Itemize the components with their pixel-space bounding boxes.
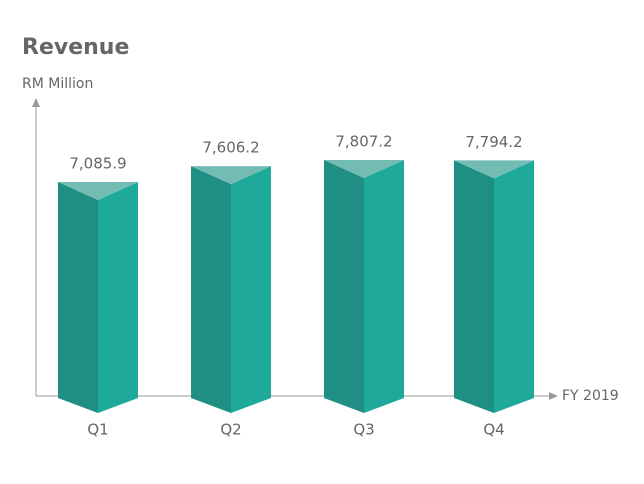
bar-right-face — [364, 160, 404, 413]
bar-right-face — [98, 181, 138, 413]
value-label: 7,606.2 — [202, 139, 259, 157]
x-axis-label: FY 2019 — [562, 388, 619, 404]
x-axis-arrow — [549, 392, 558, 400]
y-axis-label: RM Million — [22, 76, 93, 92]
bar-top — [191, 166, 271, 185]
bar-left-face — [324, 160, 364, 413]
bar — [324, 160, 404, 413]
bar-left-face — [58, 181, 98, 413]
x-tick-label: Q2 — [220, 421, 241, 439]
bar — [58, 181, 138, 413]
x-tick-label: Q1 — [87, 421, 108, 439]
value-label: 7,807.2 — [335, 133, 392, 151]
bar-left-face — [454, 160, 494, 413]
bar-right-face — [231, 166, 271, 413]
bar-top — [58, 181, 138, 200]
x-tick-label: Q3 — [353, 421, 374, 439]
x-tick-label: Q4 — [483, 421, 504, 439]
bar — [191, 166, 271, 413]
value-label: 7,085.9 — [69, 154, 126, 172]
bar-top — [454, 160, 534, 179]
bar — [454, 160, 534, 413]
bar-top — [324, 160, 404, 178]
bar-right-face — [494, 160, 534, 413]
y-axis-arrow — [32, 98, 40, 107]
chart-title: Revenue — [22, 35, 129, 60]
bar-left-face — [191, 166, 231, 413]
value-label: 7,794.2 — [465, 133, 522, 151]
